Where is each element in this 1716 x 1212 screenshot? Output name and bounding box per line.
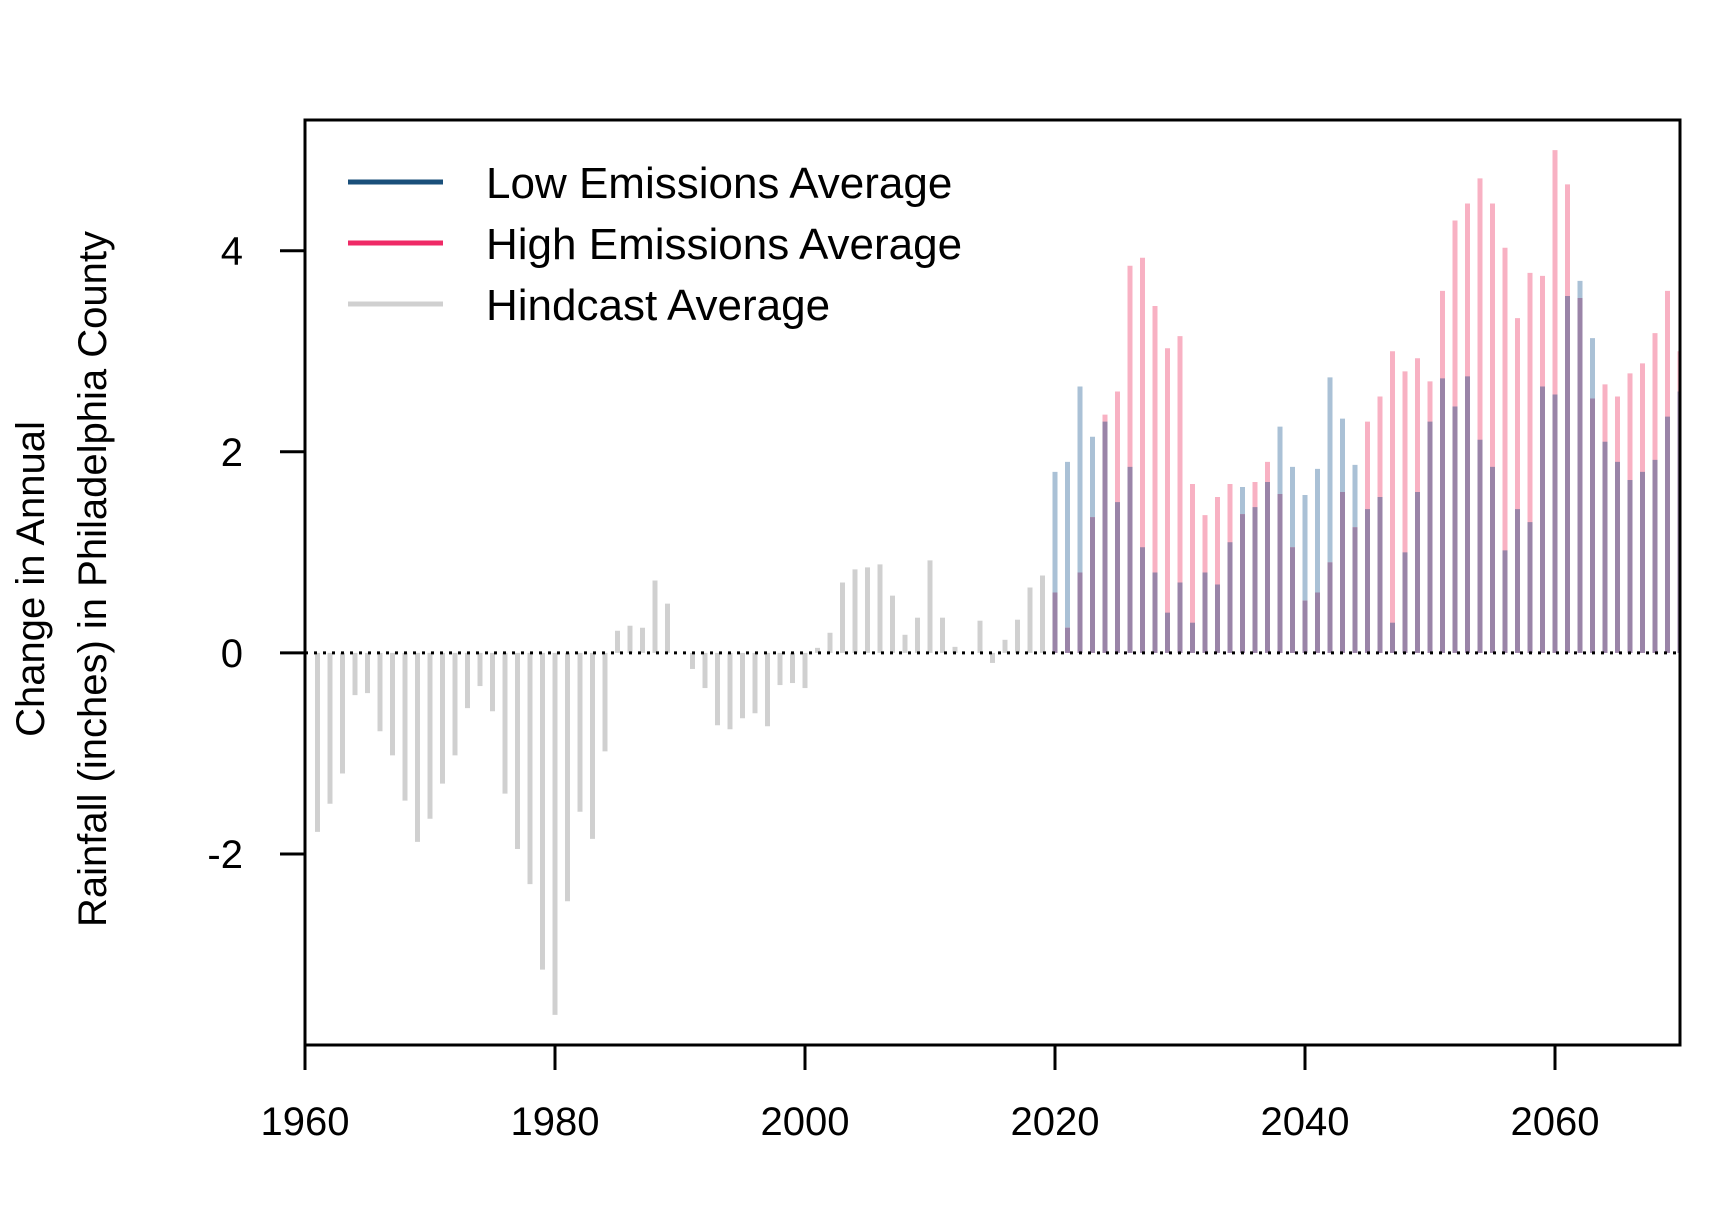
- high-emissions-legend-label: High Emissions Average: [486, 220, 962, 269]
- x-tick-label: 2040: [1261, 1100, 1350, 1144]
- x-tick-label: 2060: [1511, 1100, 1600, 1144]
- x-tick-label: 2020: [1011, 1100, 1100, 1144]
- hindcast-series: [315, 560, 1045, 1015]
- y-tick-label: 0: [221, 632, 243, 676]
- x-tick-label: 1960: [261, 1100, 350, 1144]
- x-tick-label: 2000: [761, 1100, 850, 1144]
- x-tick-label: 1980: [511, 1100, 600, 1144]
- hindcast-legend-label: Hindcast Average: [486, 281, 830, 330]
- y-axis: -2 0 2 4: [207, 230, 305, 877]
- bar-layer: [315, 150, 1680, 1015]
- low-emissions-legend-label: Low Emissions Average: [486, 159, 952, 208]
- y-tick-label: 2: [221, 431, 243, 475]
- x-axis: 1960 1980 2000 2020 2040 2060: [261, 1045, 1600, 1144]
- scenario-overlap-layer: [1052, 295, 1680, 653]
- y-axis-title-line1: Change in Annual: [9, 421, 53, 737]
- y-axis-title-line2: Rainfall (inches) in Philadelphia County: [71, 231, 115, 927]
- legend: Low Emissions Average High Emissions Aver…: [348, 159, 962, 330]
- y-tick-label: 4: [221, 230, 243, 274]
- plot-frame: [303, 118, 1682, 1047]
- y-tick-label: -2: [207, 833, 243, 877]
